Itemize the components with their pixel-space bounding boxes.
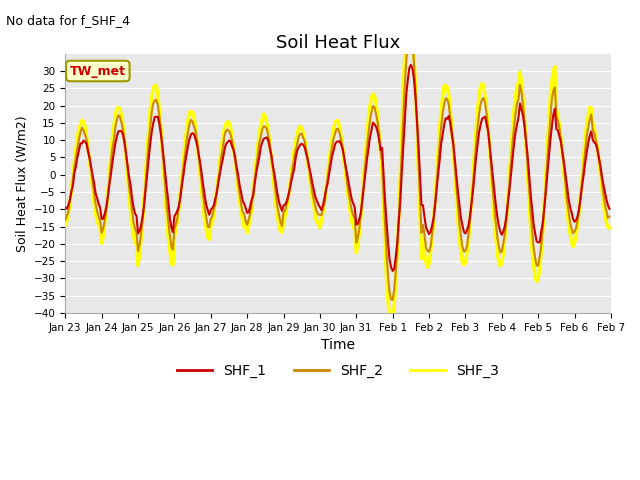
Legend: SHF_1, SHF_2, SHF_3: SHF_1, SHF_2, SHF_3 xyxy=(172,359,504,384)
Text: TW_met: TW_met xyxy=(70,64,126,77)
Y-axis label: Soil Heat Flux (W/m2): Soil Heat Flux (W/m2) xyxy=(15,115,28,252)
Text: No data for f_SHF_4: No data for f_SHF_4 xyxy=(6,14,131,27)
Title: Soil Heat Flux: Soil Heat Flux xyxy=(276,34,400,52)
X-axis label: Time: Time xyxy=(321,338,355,352)
